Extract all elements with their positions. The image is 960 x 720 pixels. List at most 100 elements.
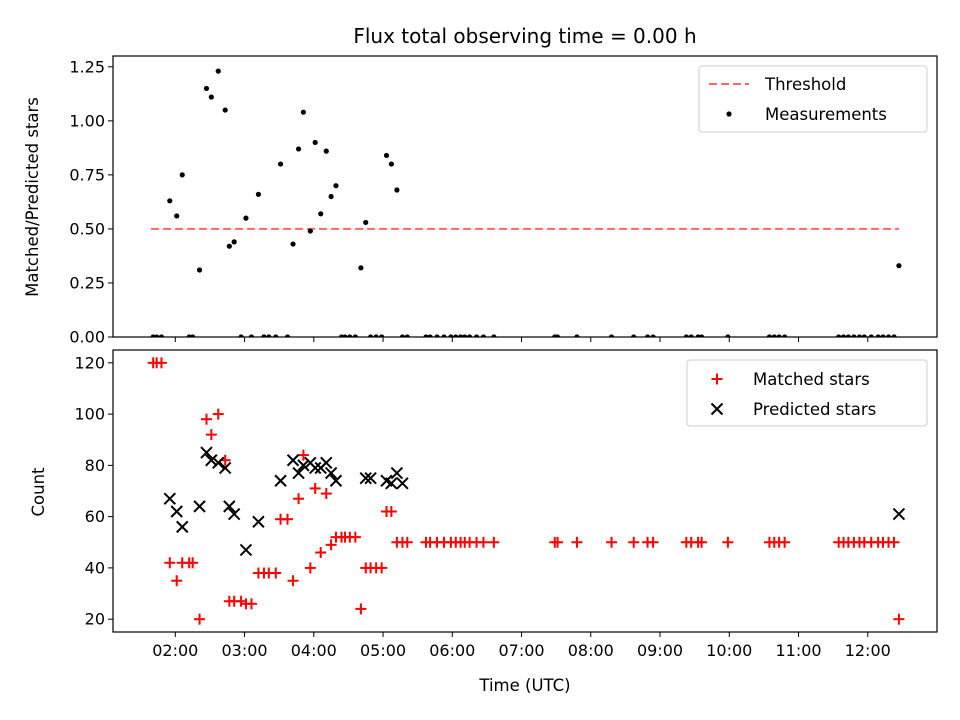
matched-star-point [376, 562, 388, 574]
matched-star-point [571, 536, 583, 548]
predicted-star-point-b [380, 474, 393, 487]
measurement-point [725, 334, 731, 337]
measurement-point [650, 334, 656, 337]
matched-star-point [320, 488, 332, 500]
predicted-star-point [320, 456, 333, 470]
predicted-star-point-b [239, 543, 253, 557]
top-y-axis-label: Matched/Predicted stars [23, 97, 42, 297]
matched-star-point [245, 598, 257, 610]
measurement-point [448, 334, 454, 337]
matched-star-point [696, 536, 708, 548]
measurement-point [373, 334, 379, 337]
measurement-point [203, 85, 210, 92]
x-tick-label: 05:00 [360, 641, 406, 660]
chart-title: Flux total observing time = 0.00 h [353, 24, 696, 48]
plot-area [150, 68, 902, 337]
predicted-star-point-b [286, 454, 300, 467]
measurement-point [167, 198, 173, 204]
matched-star-point [325, 539, 337, 551]
predicted-star-point-b [292, 466, 305, 480]
y-tick-label: 0.25 [69, 273, 105, 292]
measurement-point [358, 265, 364, 271]
measurement-point [266, 334, 272, 337]
predicted-star-point-b [329, 474, 343, 487]
legend-matched-label: Matched stars [753, 370, 870, 389]
measurement-point [342, 334, 348, 337]
measurement-point [312, 139, 318, 146]
measurement-point [851, 334, 857, 337]
predicted-star-point [205, 454, 218, 467]
predicted-star-point-b [892, 507, 906, 521]
y-tick-label: 0.00 [69, 328, 105, 347]
matched-star-point [194, 613, 206, 625]
predicted-star-point [274, 474, 287, 487]
measurement-point [333, 183, 339, 189]
predicted-star-point-b [320, 456, 333, 470]
measurement-point [190, 334, 196, 337]
predicted-star-point-b [205, 454, 218, 467]
predicted-star-point-b [163, 492, 176, 505]
predicted-star-point [223, 500, 236, 513]
x-tick-label: 03:00 [222, 641, 268, 660]
predicted-star-point [308, 461, 322, 475]
predicted-star-point [286, 454, 300, 467]
predicted-star-point-b [227, 507, 241, 521]
legend-threshold-label: Threshold [764, 75, 846, 94]
matched-star-point [281, 513, 293, 525]
x-tick-label: 11:00 [775, 641, 821, 660]
predicted-star-point [200, 446, 213, 459]
legend-measurements-label: Measurements [765, 105, 887, 124]
predicted-star-point [170, 505, 183, 518]
legend-box [686, 359, 928, 427]
measurement-point [491, 334, 497, 337]
legend-predicted-label: Predicted stars [753, 400, 876, 419]
measurement-point [222, 107, 228, 113]
predicted-star-point [218, 461, 232, 475]
predicted-star-point-b [364, 471, 377, 485]
x-tick-label: 06:00 [429, 641, 475, 660]
measurement-point [174, 213, 180, 219]
measurement-point [277, 161, 284, 167]
axes-frame [112, 55, 938, 338]
measurement-point [158, 334, 165, 337]
measurement-point [388, 161, 394, 167]
matched-star-point [287, 575, 299, 587]
top-axes-flux-ratio: 0.00 0.25 0.50 0.75 1.00 1.25 Threshold Measure… [69, 55, 938, 347]
predicted-star-point-b [223, 500, 236, 513]
predicted-star-point [297, 459, 310, 472]
legend-measurements-swatch [726, 111, 732, 117]
predicted-star-point-b [324, 466, 338, 480]
measurement-point [394, 187, 400, 193]
y-tick-label: 120 [74, 353, 105, 372]
measurement-point [226, 243, 232, 249]
matched-star-point [164, 557, 176, 569]
axes-frame [112, 349, 938, 633]
predicted-star-point [163, 492, 176, 505]
predicted-star-point-b [218, 461, 232, 475]
predicted-star-point-b [200, 446, 213, 459]
measurement-point [423, 334, 429, 337]
predicted-star-point-b [176, 520, 189, 534]
x-tick-label: 09:00 [637, 641, 683, 660]
measurement-point [782, 334, 788, 337]
predicted-star-point [227, 507, 241, 521]
measurement-point [290, 241, 296, 247]
measurement-point [383, 152, 390, 159]
matched-star-point [315, 547, 327, 559]
y-tick-label: 100 [74, 405, 105, 424]
measurement-point [367, 334, 374, 337]
measurement-point [231, 239, 237, 245]
predicted-star-point [176, 520, 189, 534]
measurement-point [453, 334, 459, 337]
measurement-point [427, 334, 433, 337]
predicted-star-point-b [308, 461, 322, 475]
matched-star-point [647, 536, 659, 548]
legend-predicted-swatch-b [710, 402, 724, 416]
measurement-point [238, 334, 244, 337]
measurement-point [347, 334, 353, 337]
matched-star-point [722, 536, 734, 548]
bottom-axes-counts: 20 40 60 80 100 120 02:00 03:00 04:00 05:00 06:00 0… [74, 349, 938, 660]
predicted-star-point [193, 500, 206, 513]
y-tick-label: 40 [85, 558, 105, 577]
measurement-point [352, 334, 358, 337]
